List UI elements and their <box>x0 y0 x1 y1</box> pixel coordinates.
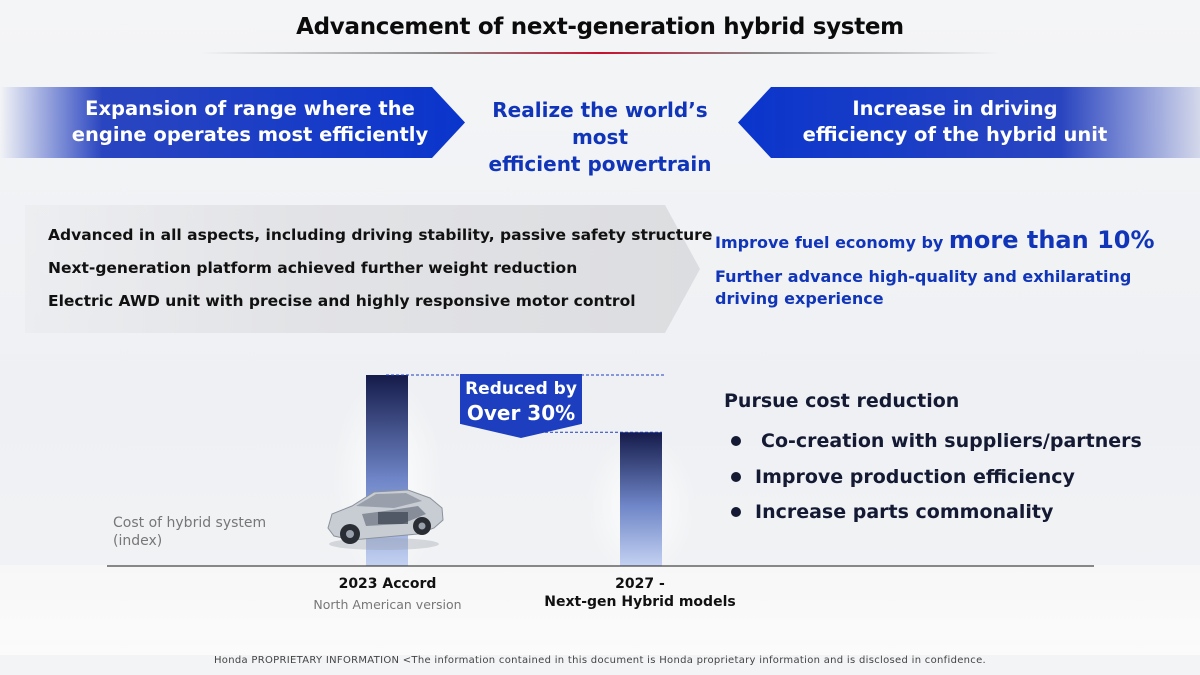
bullet-icon <box>731 436 741 446</box>
bullet-icon <box>731 507 741 517</box>
car-icon <box>327 489 444 550</box>
bullet-icon <box>731 472 741 482</box>
cost-reduction-item: Increase parts commonality <box>731 501 1053 523</box>
bar2-category-sublabel: Next-gen Hybrid models <box>544 594 736 610</box>
banner-left-line-1: Expansion of range where the <box>85 97 415 120</box>
badge-line-2: Over 30% <box>466 401 576 425</box>
banner-right-line-1: Increase in driving <box>852 97 1058 120</box>
banner-left-text: Expansion of range where the engine oper… <box>60 94 440 150</box>
fuel-economy-highlight: more than 10% <box>948 226 1155 254</box>
center-goal-line-1: Realize the world’s most <box>492 98 708 149</box>
badge-line-1: Reduced by <box>465 379 577 399</box>
center-goal-text: Realize the world’s most efficient power… <box>465 97 735 178</box>
chart-y-label: Cost of hybrid system (index) <box>113 514 273 550</box>
banner-left-arrow <box>0 87 465 158</box>
page-title: Advancement of next-generation hybrid sy… <box>296 14 904 40</box>
chart-y-label-line-1: Cost of hybrid system <box>113 515 267 531</box>
cost-reduction-item-text: Increase parts commonality <box>755 501 1054 523</box>
reduction-badge: Reduced by Over 30% <box>460 374 582 438</box>
banner-right-line-2: efficiency of the hybrid unit <box>802 123 1108 146</box>
driving-experience-benefit: Further advance high-quality and exhilar… <box>715 267 1132 308</box>
title-divider <box>200 52 1000 54</box>
feature-item: Advanced in all aspects, including drivi… <box>48 226 713 244</box>
banner-right-arrow <box>738 87 1200 158</box>
fuel-economy-prefix: Improve fuel economy by <box>715 233 949 252</box>
bar2-category-label: 2027 - <box>615 576 665 592</box>
cost-reduction-item-text: Co-creation with suppliers/partners <box>761 430 1142 452</box>
banner-right-text: Increase in driving efficiency of the hy… <box>780 94 1130 150</box>
features-arrow <box>25 205 700 333</box>
center-goal-line-2: efficient powertrain <box>488 152 712 176</box>
banner-left-line-2: engine operates most efficiently <box>71 123 429 146</box>
footer-confidentiality: Honda PROPRIETARY INFORMATION <The infor… <box>213 655 987 666</box>
chart-y-label-line-2: (index) <box>113 533 163 549</box>
cost-reduction-heading: Pursue cost reduction <box>724 390 960 412</box>
chart-bar <box>620 432 662 566</box>
cost-reduction-item: Co-creation with suppliers/partners <box>731 430 1142 452</box>
feature-item: Next-generation platform achieved furthe… <box>48 259 578 277</box>
cost-reduction-item: Improve production efficiency <box>731 466 1075 488</box>
cost-reduction-item-text: Improve production efficiency <box>755 466 1075 488</box>
fuel-economy-benefit: Improve fuel economy by more than 10% <box>715 226 1155 254</box>
bar1-category-label: 2023 Accord <box>338 576 437 592</box>
feature-item: Electric AWD unit with precise and highl… <box>48 292 636 310</box>
chart-baseline-band <box>0 565 1200 655</box>
bar1-category-sublabel: North American version <box>313 597 462 612</box>
